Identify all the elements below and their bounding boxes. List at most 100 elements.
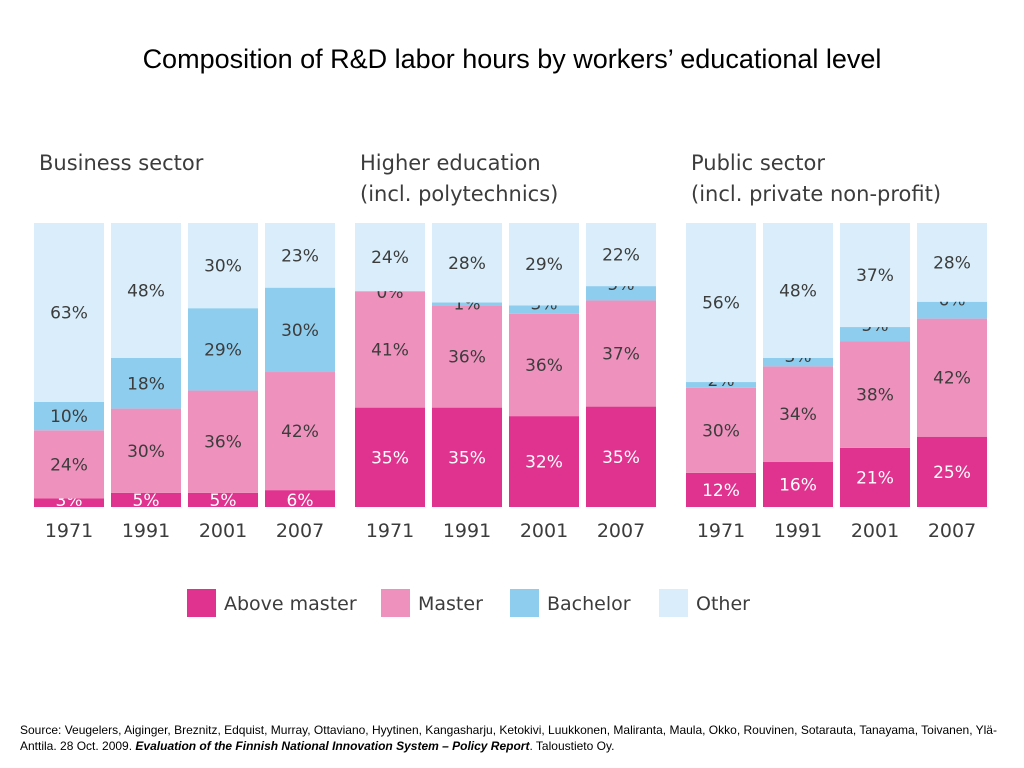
bar-segment-bachelor: [840, 327, 910, 342]
legend-label-bachelor: Bachelor: [547, 593, 631, 615]
year-tick-label: 2001: [199, 520, 247, 542]
year-tick-label: 1971: [366, 520, 414, 542]
data-label: 35%: [371, 448, 409, 468]
data-label: 22%: [602, 246, 640, 266]
year-tick-label: 1971: [697, 520, 745, 542]
data-label: 38%: [856, 386, 894, 406]
bar-segment-above-master: [686, 472, 756, 507]
bar-segment-other: [432, 223, 502, 303]
bar-segment-master: [917, 318, 987, 437]
year-tick-label: 1991: [443, 520, 491, 542]
panel-business-sector: Business sector3%24%10%63%19715%30%18%48…: [34, 151, 335, 542]
data-label: 24%: [371, 248, 409, 268]
bar-segment-master: [686, 387, 756, 473]
data-label: 29%: [204, 340, 242, 360]
data-label: 30%: [702, 421, 740, 441]
bar-segment-bachelor: [34, 401, 104, 431]
legend-label-other: Other: [696, 593, 750, 615]
data-label: 30%: [204, 257, 242, 277]
year-tick-label: 1971: [45, 520, 93, 542]
bar-segment-other: [917, 223, 987, 302]
source-publisher: . Taloustieto Oy.: [529, 739, 615, 753]
panel-title: (incl. private non-profit): [691, 182, 941, 206]
bar-segment-master: [265, 372, 335, 491]
bar-segment-other: [763, 223, 833, 358]
data-label: 32%: [525, 453, 563, 473]
year-tick-label: 1991: [774, 520, 822, 542]
bar-segment-master: [355, 291, 425, 408]
bar-segment-above-master: [188, 492, 258, 507]
legend-swatch-other: [659, 589, 688, 617]
year-tick-label: 2007: [276, 520, 324, 542]
data-label: 24%: [50, 455, 88, 475]
bar-segment-bachelor: [763, 357, 833, 367]
year-tick-label: 2007: [597, 520, 645, 542]
year-tick-label: 1991: [122, 520, 170, 542]
data-label: 42%: [281, 422, 319, 442]
stacked-bar-chart: Business sector3%24%10%63%19715%30%18%48…: [34, 151, 987, 617]
data-label: 18%: [127, 374, 165, 394]
source-text: Source: Veugelers, Aiginger, Breznitz, E…: [20, 723, 997, 753]
data-label: 34%: [779, 405, 817, 425]
year-tick-label: 2007: [928, 520, 976, 542]
source-report-title: Evaluation of the Finnish National Innov…: [135, 739, 530, 753]
bar-segment-master: [34, 430, 104, 499]
bar-segment-other: [509, 223, 579, 306]
panel-public-sector: Public sector (incl. private non-profit) 1…: [686, 151, 987, 542]
data-label: 28%: [448, 254, 486, 274]
data-label: 12%: [702, 481, 740, 501]
bar-segment-above-master: [432, 407, 502, 507]
data-label: 6%: [287, 491, 314, 511]
bar-segment-master: [586, 300, 656, 407]
panel-title: Higher education: [360, 151, 541, 175]
bar-segment-above-master: [763, 462, 833, 507]
legend: Above master Master Bachelor Other: [187, 589, 750, 617]
bar-segment-bachelor: [917, 301, 987, 319]
data-label: 36%: [204, 433, 242, 453]
bar-segment-bachelor: [686, 382, 756, 388]
data-label: 5%: [133, 491, 160, 511]
data-label: 23%: [281, 246, 319, 266]
bar-segment-above-master: [34, 498, 104, 507]
data-label: 30%: [281, 321, 319, 341]
bar-segment-bachelor: [586, 286, 656, 301]
data-label: 21%: [856, 468, 894, 488]
data-label: 36%: [448, 347, 486, 367]
bar-segment-master: [840, 341, 910, 448]
bar-segment-other: [111, 223, 181, 358]
bar-segment-other: [686, 223, 756, 383]
bar-segment-above-master: [917, 436, 987, 507]
year-tick-label: 2001: [851, 520, 899, 542]
legend-label-above-master: Above master: [224, 593, 357, 615]
data-label: 37%: [602, 345, 640, 365]
data-label: 63%: [50, 303, 88, 323]
legend-swatch-above-master: [187, 589, 216, 617]
data-label: 29%: [525, 255, 563, 275]
source-citation: Source: Veugelers, Aiginger, Breznitz, E…: [20, 722, 1010, 754]
bar-segment-other: [840, 223, 910, 328]
bar-segment-above-master: [840, 447, 910, 507]
bar-segment-above-master: [586, 406, 656, 507]
legend-swatch-bachelor: [510, 589, 539, 617]
bar-segment-master: [509, 313, 579, 417]
data-label: 42%: [933, 369, 971, 389]
panel-title: Public sector: [691, 151, 825, 175]
data-label: 56%: [702, 294, 740, 314]
bar-segment-master: [188, 390, 258, 493]
data-label: 16%: [779, 476, 817, 496]
bar-segment-bachelor: [111, 357, 181, 409]
bar-segment-other: [265, 223, 335, 288]
data-label: 48%: [779, 281, 817, 301]
data-label: 5%: [210, 491, 237, 511]
bar-segment-other: [355, 223, 425, 292]
data-label: 48%: [127, 281, 165, 301]
bar-segment-other: [188, 223, 258, 309]
panel-title: (incl. polytechnics): [360, 182, 558, 206]
data-label: 30%: [127, 442, 165, 462]
panel-higher-education: Higher education (incl. polytechnics) 35% 4…: [355, 151, 656, 542]
bar-segment-master: [763, 366, 833, 463]
bar-segment-other: [586, 223, 656, 287]
data-label: 28%: [933, 253, 971, 273]
data-label: 25%: [933, 463, 971, 483]
bar-segment-master: [111, 408, 181, 493]
